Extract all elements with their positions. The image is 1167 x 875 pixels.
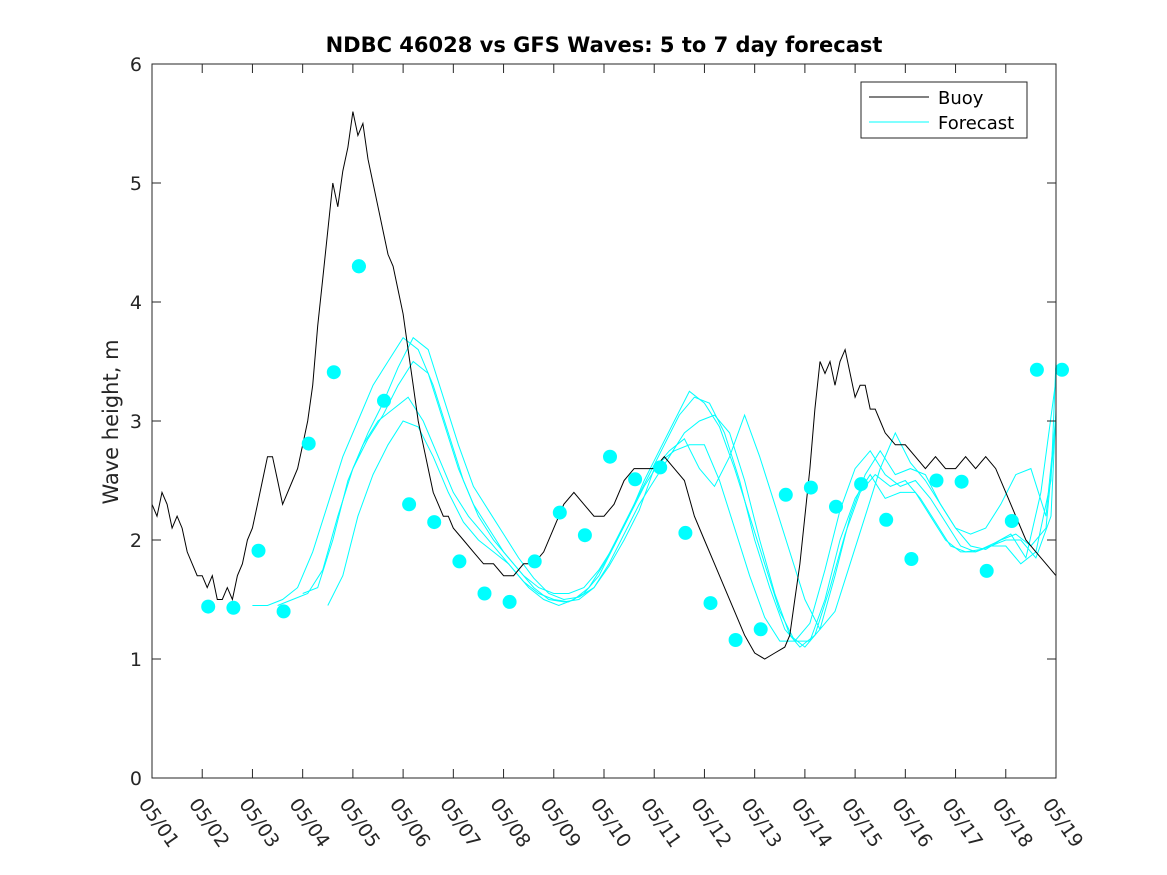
y-tick-label: 6 bbox=[130, 54, 142, 76]
x-tick-label: 05/11 bbox=[636, 794, 685, 851]
y-tick-label: 4 bbox=[130, 292, 142, 314]
forecast-marker bbox=[402, 497, 417, 512]
forecast-marker bbox=[1055, 362, 1069, 377]
forecast-marker bbox=[351, 259, 366, 274]
x-tick-label: 05/08 bbox=[485, 794, 534, 851]
x-tick-label: 05/12 bbox=[686, 794, 735, 851]
x-tick-label: 05/16 bbox=[887, 794, 936, 851]
y-tick-label: 3 bbox=[130, 411, 142, 433]
forecast-line-3 bbox=[302, 379, 1057, 648]
y-tick-label: 5 bbox=[130, 173, 142, 195]
forecast-marker bbox=[552, 505, 567, 520]
forecast-marker bbox=[628, 472, 643, 487]
x-tick-label: 05/02 bbox=[184, 794, 233, 851]
forecast-marker bbox=[678, 525, 693, 540]
axes-frame bbox=[151, 63, 1057, 779]
forecast-marker bbox=[603, 449, 617, 464]
forecast-marker bbox=[427, 515, 442, 530]
forecast-marker bbox=[703, 596, 718, 611]
forecast-marker bbox=[954, 474, 969, 489]
legend-buoy-label: Buoy bbox=[938, 88, 984, 109]
forecast-marker bbox=[1029, 362, 1044, 377]
forecast-marker bbox=[577, 528, 592, 543]
forecast-marker bbox=[854, 477, 869, 492]
forecast-marker bbox=[753, 622, 768, 637]
x-tick-label: 05/14 bbox=[787, 794, 836, 851]
y-tick-label: 0 bbox=[130, 768, 142, 790]
y-tick-label: 2 bbox=[130, 530, 142, 552]
forecast-marker bbox=[979, 563, 994, 578]
x-tick-label: 05/03 bbox=[234, 794, 283, 851]
chart-title: NDBC 46028 vs GFS Waves: 5 to 7 day fore… bbox=[326, 33, 883, 57]
x-tick-label: 05/06 bbox=[385, 794, 434, 851]
forecast-marker bbox=[527, 554, 542, 569]
forecast-marker bbox=[778, 487, 793, 502]
x-tick-label: 05/18 bbox=[988, 794, 1037, 851]
forecast-marker bbox=[879, 512, 894, 527]
forecast-line-5 bbox=[352, 336, 1057, 631]
forecast-marker bbox=[929, 473, 944, 488]
plot-area bbox=[151, 111, 1069, 660]
x-tick-label: 05/19 bbox=[1038, 794, 1087, 851]
buoy-line bbox=[151, 111, 1057, 660]
y-tick-label: 1 bbox=[130, 649, 142, 671]
forecast-marker bbox=[377, 393, 391, 408]
x-tick-label: 05/13 bbox=[737, 794, 786, 851]
forecast-marker bbox=[326, 365, 341, 380]
x-tick-label: 05/09 bbox=[536, 794, 585, 851]
forecast-marker bbox=[201, 599, 216, 614]
forecast-marker bbox=[226, 600, 241, 615]
x-tick-label: 05/17 bbox=[937, 794, 986, 851]
legend-box bbox=[860, 81, 1028, 139]
x-tick-label: 05/10 bbox=[586, 794, 635, 851]
legend: Buoy Forecast bbox=[860, 81, 1028, 139]
forecast-marker bbox=[829, 499, 843, 514]
x-tick-label: 05/07 bbox=[435, 794, 484, 851]
forecast-marker bbox=[1004, 514, 1019, 528]
x-tick-label: 05/15 bbox=[837, 794, 886, 851]
forecast-marker bbox=[502, 594, 517, 609]
forecast-line-4 bbox=[327, 361, 1057, 642]
forecast-marker bbox=[301, 436, 316, 451]
forecast-marker bbox=[477, 586, 492, 601]
legend-forecast-label: Forecast bbox=[938, 113, 1014, 134]
forecast-marker bbox=[276, 604, 291, 619]
y-axis-label: Wave height, m bbox=[99, 339, 123, 504]
x-tick-label: 05/01 bbox=[134, 794, 183, 851]
forecast-marker bbox=[653, 460, 668, 475]
forecast-line-1 bbox=[252, 336, 1057, 642]
forecast-line-2 bbox=[277, 360, 1057, 648]
forecast-marker bbox=[728, 633, 743, 647]
forecast-marker bbox=[251, 543, 266, 558]
forecast-marker bbox=[452, 554, 467, 569]
x-tick-label: 05/04 bbox=[285, 794, 334, 851]
forecast-marker bbox=[803, 480, 818, 495]
forecast-marker bbox=[904, 552, 919, 566]
x-tick-label: 05/05 bbox=[335, 794, 384, 851]
